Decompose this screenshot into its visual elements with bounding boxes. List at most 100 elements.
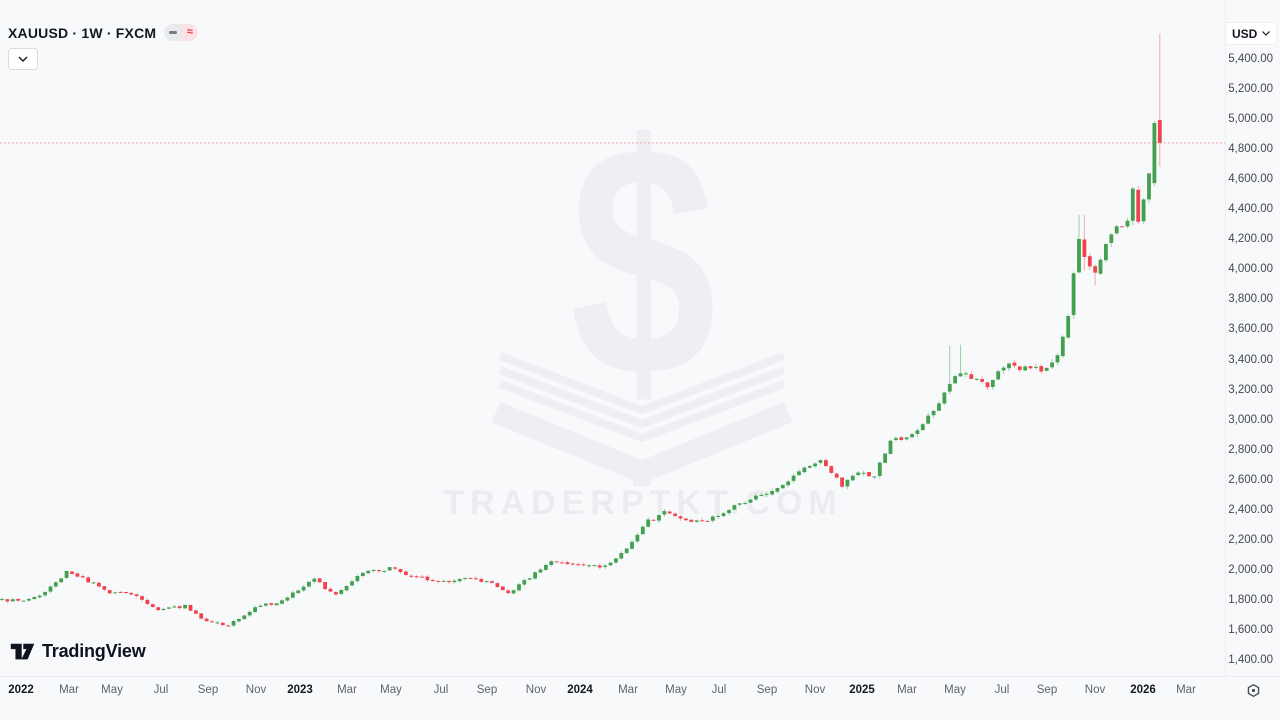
candle-body bbox=[974, 378, 979, 380]
candle-body bbox=[560, 562, 564, 564]
price-axis-label: 2,600.00 bbox=[1228, 473, 1273, 486]
approximation-icon[interactable]: ≈ bbox=[181, 24, 199, 41]
candle-body bbox=[1087, 256, 1092, 267]
candle-body bbox=[334, 592, 338, 595]
candle-body bbox=[1034, 366, 1038, 368]
price-axis-label: 3,200.00 bbox=[1228, 383, 1273, 396]
price-axis-label: 5,400.00 bbox=[1228, 53, 1273, 65]
candle-body bbox=[441, 581, 446, 582]
symbol-title[interactable]: XAUUSD · 1W · FXCM bbox=[8, 24, 157, 41]
candle-body bbox=[802, 467, 807, 473]
gear-icon bbox=[1247, 683, 1259, 698]
candle-body bbox=[371, 569, 376, 571]
price-axis-label: 3,600.00 bbox=[1228, 323, 1273, 336]
candle-body bbox=[764, 493, 769, 495]
candle-body bbox=[565, 562, 570, 565]
candle-body bbox=[673, 513, 677, 516]
candle-body bbox=[926, 415, 931, 424]
price-axis-label: 2,200.00 bbox=[1228, 533, 1273, 546]
price-axis-label: 1,400.00 bbox=[1228, 654, 1273, 666]
candle-body bbox=[382, 570, 387, 572]
candle-body bbox=[829, 466, 834, 473]
candle-body bbox=[1017, 366, 1022, 370]
dash-icon bbox=[168, 31, 177, 34]
candle-body bbox=[743, 502, 747, 504]
time-axis-label: Sep bbox=[197, 684, 219, 696]
price-axis-label: 3,400.00 bbox=[1228, 353, 1273, 366]
price-axis[interactable]: 5,400.00 5,200.00 5,000.00 4,800.00 4,600.00… bbox=[1225, 0, 1280, 676]
candle-body bbox=[118, 591, 123, 593]
time-axis-label: Jul bbox=[711, 684, 727, 696]
candle-body bbox=[16, 598, 21, 601]
candle-body bbox=[1152, 123, 1157, 184]
candle-body bbox=[274, 603, 279, 606]
candle-body bbox=[53, 582, 58, 587]
time-axis-label: Nov bbox=[245, 684, 267, 696]
currency-selector[interactable]: USD bbox=[1225, 22, 1277, 45]
candle-body bbox=[204, 618, 209, 622]
time-axis-label: May bbox=[380, 684, 402, 696]
candle-body bbox=[210, 621, 214, 623]
candle-body bbox=[463, 577, 467, 579]
candle-body bbox=[587, 565, 591, 567]
data-status-badges[interactable]: ≈ bbox=[164, 24, 199, 41]
candle-body bbox=[145, 599, 150, 604]
candle-body bbox=[797, 471, 801, 476]
axis-settings-button[interactable] bbox=[1244, 682, 1262, 699]
candlestick-chart[interactable] bbox=[0, 0, 1225, 676]
currency-label: USD bbox=[1232, 26, 1258, 41]
time-axis-label: Nov bbox=[804, 684, 826, 696]
candle-body bbox=[264, 603, 268, 606]
candle-body bbox=[290, 592, 295, 598]
candle-body bbox=[387, 567, 392, 571]
candle-body bbox=[657, 515, 661, 521]
time-axis-label: 2024 bbox=[567, 684, 593, 696]
candle-body bbox=[737, 503, 742, 505]
candle-body bbox=[894, 438, 898, 440]
candle-body bbox=[350, 581, 354, 586]
candle-body bbox=[651, 519, 656, 521]
candle-body bbox=[129, 592, 134, 595]
candle-body bbox=[1157, 120, 1162, 143]
candle-body bbox=[1130, 188, 1135, 221]
candle-body bbox=[80, 576, 85, 578]
candle-body bbox=[5, 599, 10, 602]
candle-body bbox=[1050, 362, 1054, 368]
candle-body bbox=[231, 621, 236, 626]
time-axis-label: Mar bbox=[897, 684, 917, 696]
candle-body bbox=[581, 564, 586, 566]
tradingview-logo-icon bbox=[10, 643, 35, 660]
candle-body bbox=[522, 580, 527, 585]
candle-body bbox=[630, 541, 634, 549]
candle-body bbox=[705, 520, 710, 522]
candle-body bbox=[404, 571, 408, 575]
tradingview-logo[interactable]: TradingView bbox=[10, 641, 146, 662]
candle-body bbox=[457, 578, 462, 582]
candle-body bbox=[996, 371, 1001, 380]
candle-body bbox=[850, 475, 855, 481]
candle-body bbox=[603, 565, 607, 567]
candle-body bbox=[339, 589, 344, 594]
candle-body bbox=[754, 495, 758, 500]
candle-body bbox=[124, 592, 128, 593]
candle-body bbox=[910, 434, 914, 438]
candle-body bbox=[920, 424, 925, 431]
candle-body bbox=[317, 578, 322, 583]
candle-body bbox=[247, 611, 252, 616]
candle-body bbox=[113, 592, 117, 594]
time-axis-label: Nov bbox=[1084, 684, 1106, 696]
price-axis-label: 2,800.00 bbox=[1228, 443, 1273, 456]
time-axis[interactable]: 2022 Mar May Jul Sep Nov 2023 Mar May Jul Sep Nov 20… bbox=[0, 676, 1280, 720]
candle-body bbox=[770, 491, 774, 495]
candle-body bbox=[183, 605, 187, 609]
delayed-data-icon[interactable] bbox=[164, 24, 182, 41]
candle-body bbox=[554, 561, 559, 563]
candle-body bbox=[1007, 363, 1011, 369]
legend-collapse-button[interactable] bbox=[8, 48, 38, 70]
candle-body bbox=[775, 488, 780, 492]
candle-body bbox=[1055, 355, 1060, 363]
candle-body bbox=[635, 534, 640, 542]
candle-body bbox=[1141, 199, 1146, 222]
candle-body bbox=[1071, 273, 1076, 315]
